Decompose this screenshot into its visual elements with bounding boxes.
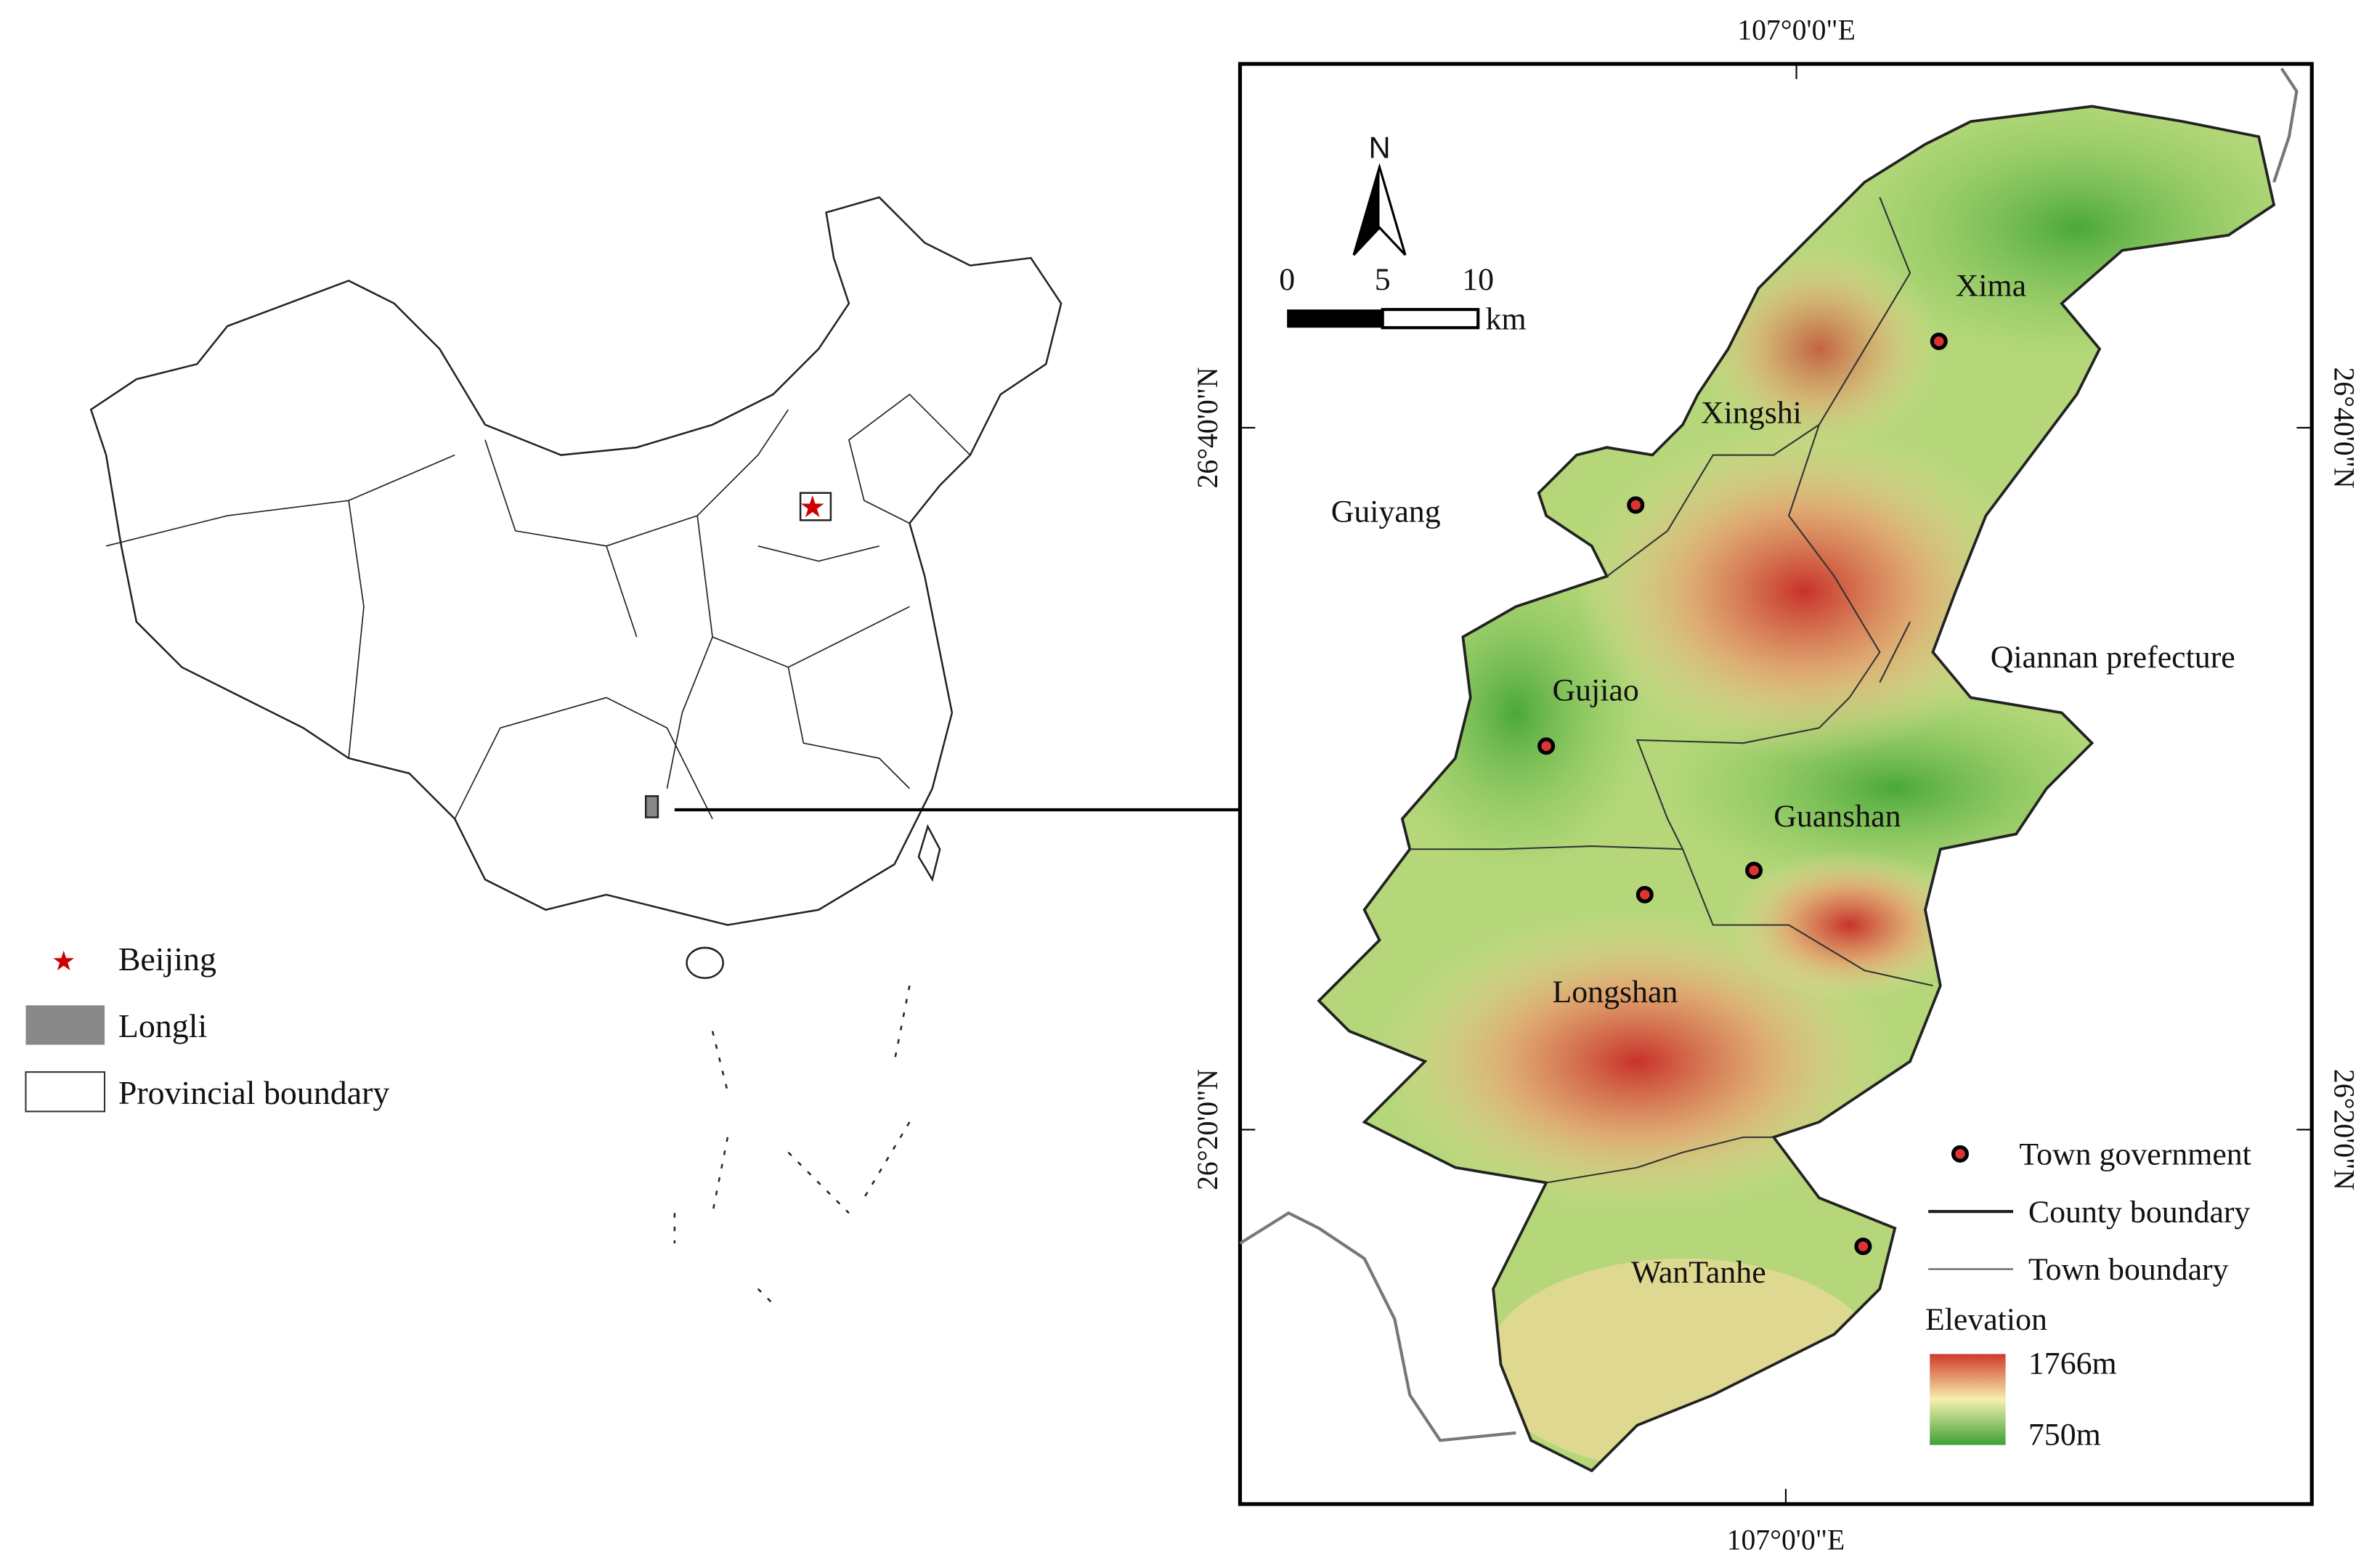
town-markers [1537, 332, 1969, 1256]
town-government [1537, 737, 1556, 755]
place-label: Guiyang [1331, 494, 1441, 529]
scale-unit: km [1486, 301, 1527, 336]
place-label: Xingshi [1701, 396, 1802, 431]
scale-tick: 5 [1375, 262, 1391, 297]
town-government [1854, 1238, 1872, 1256]
town-government [1636, 885, 1654, 903]
town-government [1627, 496, 1645, 514]
latitude-label: 26°20'0"N [1192, 1069, 1224, 1190]
legend-longli-swatch [25, 1005, 105, 1045]
place-label: Gujiao [1552, 673, 1638, 708]
scale-bar-white [1381, 308, 1480, 330]
beijing-box [799, 492, 832, 521]
legend-elevation-min: 750m [2028, 1418, 2101, 1453]
legend-elevation-title: Elevation [1925, 1302, 2047, 1337]
legend-elevation-max: 1766m [2028, 1346, 2117, 1381]
scale-tick: 10 [1462, 262, 1494, 297]
town-government [1745, 861, 1763, 880]
legend-town-symbol [1951, 1145, 1969, 1163]
scale-tick: 0 [1279, 262, 1295, 297]
longli-location [644, 795, 659, 818]
town-government [1930, 332, 1948, 350]
longitude-label: 107°0'0"E [1727, 1524, 1845, 1556]
north-label: N [1368, 130, 1390, 164]
legend-longli: Longli [118, 1007, 207, 1044]
latitude-label: 26°20'0"N [2328, 1069, 2360, 1190]
legend-boundary-swatch [25, 1071, 106, 1113]
longitude-label: 107°0'0"E [1737, 15, 1856, 46]
legend-town: Town government [2019, 1137, 2251, 1171]
latitude-label: 26°40'0"N [2328, 367, 2360, 488]
town-boundaries [1410, 197, 1933, 1184]
place-label: WanTanhe [1631, 1255, 1766, 1290]
hainan [686, 946, 724, 979]
place-label: Guanshan [1773, 799, 1901, 834]
legend-provincial: Provincial boundary [118, 1074, 390, 1111]
legend-star: ★ [52, 947, 76, 977]
legend-county: County boundary [2028, 1195, 2251, 1230]
legend-town-boundary: Town boundary [2028, 1252, 2229, 1287]
latitude-label: 26°40'0"N [1192, 367, 1224, 488]
place-label: Longshan [1552, 975, 1678, 1010]
outer-boundary [1239, 68, 2299, 1442]
province-lines [105, 393, 971, 819]
china-map [89, 196, 1062, 1305]
islands [673, 985, 911, 1305]
county-boundary [1317, 105, 2276, 1473]
legend-beijing: Beijing [118, 941, 216, 978]
scale-bar-black [1287, 309, 1383, 328]
place-label: Xima [1956, 268, 2026, 303]
elevation-ramp [1930, 1354, 2006, 1445]
taiwan [917, 824, 941, 882]
beijing-star: ★ [799, 491, 826, 524]
place-label: Qiannan prefecture [1991, 640, 2235, 675]
china-outline [89, 196, 1062, 926]
